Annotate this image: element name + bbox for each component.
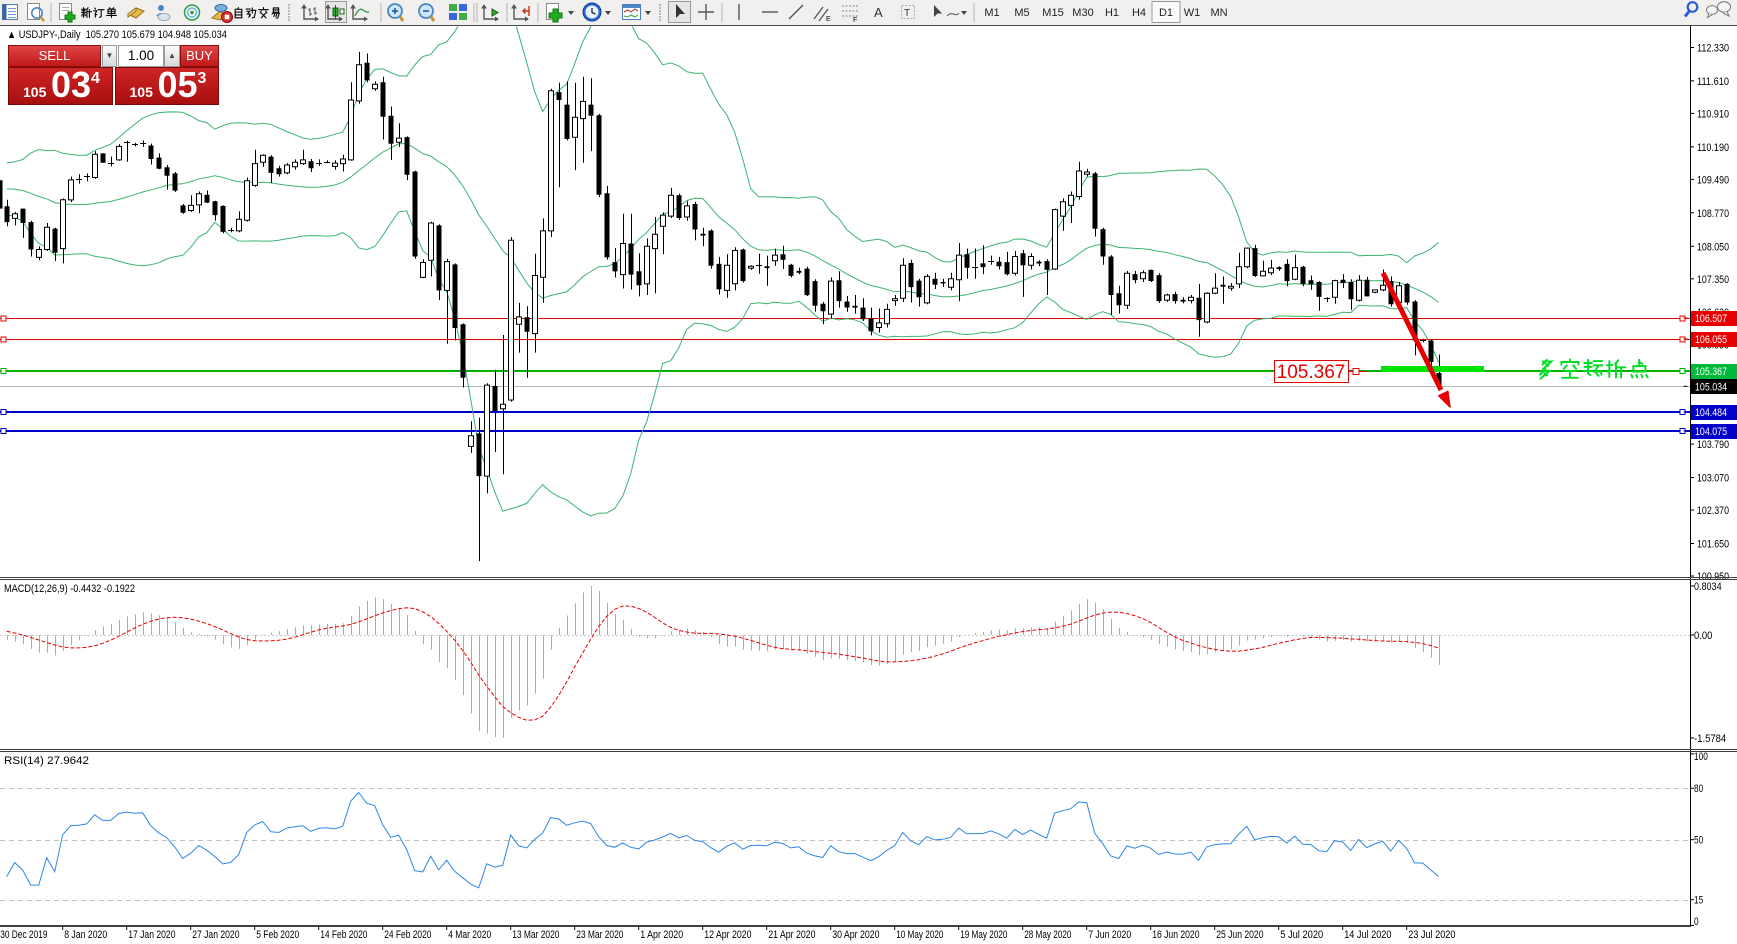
svg-text:100: 100	[1694, 751, 1708, 763]
svg-text:101.650: 101.650	[1697, 539, 1729, 551]
svg-text:8 Jan 2020: 8 Jan 2020	[64, 929, 107, 941]
svg-text:0: 0	[1694, 916, 1699, 928]
svg-text:15: 15	[1694, 895, 1703, 907]
svg-text:104.075: 104.075	[1695, 426, 1727, 438]
svg-text:103.070: 103.070	[1697, 473, 1729, 485]
svg-text:5 Jul 2020: 5 Jul 2020	[1280, 929, 1323, 941]
svg-text:H1: H1	[1105, 7, 1119, 19]
svg-text:23 Jul 2020: 23 Jul 2020	[1408, 929, 1455, 941]
svg-text:W1: W1	[1184, 7, 1201, 19]
svg-text:M30: M30	[1072, 7, 1093, 19]
svg-text:17 Jan 2020: 17 Jan 2020	[128, 929, 175, 941]
svg-text:109.490: 109.490	[1697, 174, 1729, 186]
svg-text:110.910: 110.910	[1697, 108, 1729, 120]
svg-text:4 Mar 2020: 4 Mar 2020	[448, 929, 491, 941]
svg-text:19 May 2020: 19 May 2020	[960, 929, 1007, 941]
svg-text:111.610: 111.610	[1697, 76, 1729, 88]
svg-text:-1.5784: -1.5784	[1694, 733, 1726, 745]
svg-text:21 Apr 2020: 21 Apr 2020	[768, 929, 815, 941]
svg-text:106.507: 106.507	[1695, 313, 1727, 325]
svg-text:108.050: 108.050	[1697, 241, 1729, 253]
svg-text:112.330: 112.330	[1697, 43, 1729, 55]
svg-text:25 Jun 2020: 25 Jun 2020	[1216, 929, 1263, 941]
svg-text:110.190: 110.190	[1697, 142, 1729, 154]
svg-text:105.367: 105.367	[1277, 362, 1346, 383]
svg-text:10 May 2020: 10 May 2020	[896, 929, 943, 941]
svg-text:80: 80	[1694, 783, 1703, 795]
svg-text:103.790: 103.790	[1697, 439, 1729, 451]
svg-text:106.055: 106.055	[1695, 334, 1727, 346]
svg-text:E: E	[826, 16, 831, 23]
svg-text:1 Apr 2020: 1 Apr 2020	[640, 929, 683, 941]
svg-text:7 Jun 2020: 7 Jun 2020	[1088, 929, 1131, 941]
svg-text:28 May 2020: 28 May 2020	[1024, 929, 1071, 941]
svg-text:RSI(14) 27.9642: RSI(14) 27.9642	[4, 755, 89, 767]
svg-text:105.367: 105.367	[1695, 366, 1727, 378]
svg-text:M5: M5	[1014, 7, 1029, 19]
svg-text:102.370: 102.370	[1697, 505, 1729, 517]
svg-text:104.484: 104.484	[1695, 407, 1727, 419]
svg-text:0.00: 0.00	[1694, 630, 1712, 642]
svg-text:MN: MN	[1210, 7, 1227, 19]
svg-text:108.770: 108.770	[1697, 208, 1729, 220]
svg-text:H4: H4	[1132, 7, 1146, 19]
svg-text:27 Jan 2020: 27 Jan 2020	[192, 929, 239, 941]
svg-text:14 Feb 2020: 14 Feb 2020	[320, 929, 367, 941]
svg-text:D1: D1	[1159, 7, 1173, 19]
svg-text:5 Feb 2020: 5 Feb 2020	[256, 929, 299, 941]
svg-text:T: T	[904, 8, 910, 19]
svg-text:24 Feb 2020: 24 Feb 2020	[384, 929, 431, 941]
svg-text:13 Mar 2020: 13 Mar 2020	[512, 929, 559, 941]
svg-text:30 Apr 2020: 30 Apr 2020	[832, 929, 879, 941]
svg-text:105.034: 105.034	[1695, 381, 1727, 393]
svg-text:12 Apr 2020: 12 Apr 2020	[704, 929, 751, 941]
svg-text:F: F	[853, 17, 857, 24]
svg-text:50: 50	[1694, 835, 1703, 847]
svg-text:14 Jul 2020: 14 Jul 2020	[1344, 929, 1391, 941]
svg-text:MACD(12,26,9) -0.4432 -0.1922: MACD(12,26,9) -0.4432 -0.1922	[4, 583, 135, 595]
svg-text:23 Mar 2020: 23 Mar 2020	[576, 929, 623, 941]
svg-text:107.350: 107.350	[1697, 274, 1729, 286]
svg-text:A: A	[874, 5, 883, 20]
svg-text:M15: M15	[1042, 7, 1063, 19]
svg-text:M1: M1	[984, 7, 999, 19]
svg-text:16 Jun 2020: 16 Jun 2020	[1152, 929, 1199, 941]
svg-text:30 Dec 2019: 30 Dec 2019	[0, 929, 47, 941]
svg-text:0.8034: 0.8034	[1694, 581, 1722, 593]
